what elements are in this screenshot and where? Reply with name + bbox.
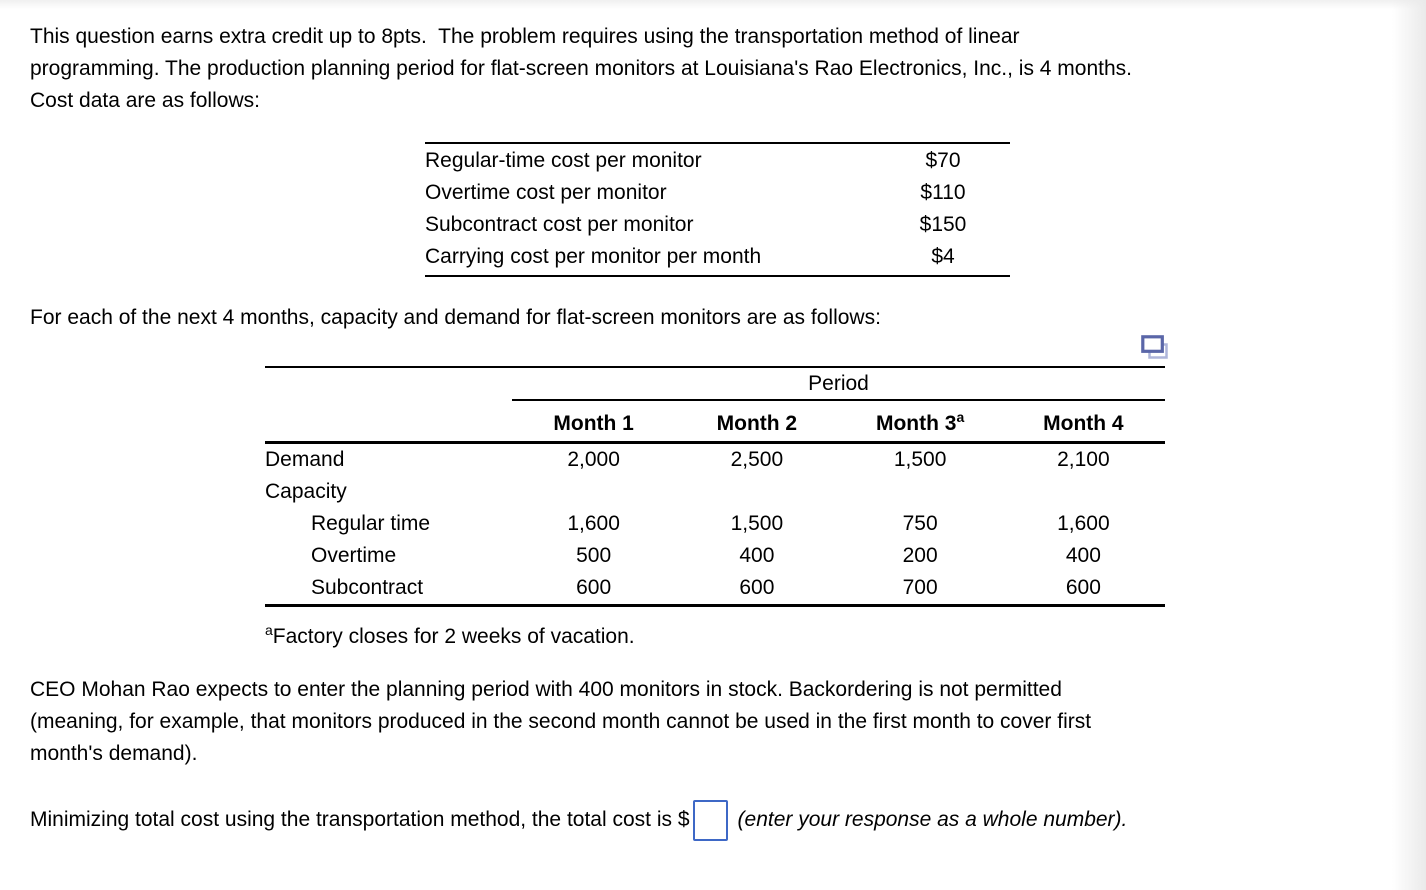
period-table-header-row: Month 1 Month 2 Month 3a Month 4 — [265, 401, 1165, 444]
intro-line: programming. The production planning per… — [30, 57, 1133, 80]
row-label: Subcontract — [311, 576, 424, 599]
cost-label: Regular-time cost per monitor — [425, 149, 702, 172]
cost-label: Subcontract cost per monitor — [425, 213, 694, 236]
footnote-marker: a — [265, 622, 273, 638]
table-row: Subcontract cost per monitor $150 — [425, 209, 1010, 241]
table-row-demand: Demand 2,000 2,500 1,500 2,100 — [265, 444, 1165, 476]
total-cost-input[interactable] — [692, 799, 728, 841]
cost-table: Regular-time cost per monitor $70 Overti… — [425, 142, 1010, 277]
cell-value: 2,100 — [1057, 448, 1110, 471]
cost-label: Overtime cost per monitor — [425, 181, 667, 204]
cell-value: 400 — [1065, 544, 1101, 567]
cell-value: 1,500 — [893, 448, 947, 471]
cell-value: 700 — [902, 576, 938, 599]
column-header-month3: Month 3a — [839, 409, 1002, 441]
table-footnote: aFactory closes for 2 weeks of vacation. — [265, 614, 635, 653]
ceo-line: (meaning, for example, that monitors pro… — [30, 710, 1092, 733]
cost-value: $4 — [931, 245, 955, 268]
table-row-overtime: Overtime 500 400 200 400 — [265, 540, 1165, 572]
cost-value: $110 — [920, 181, 966, 204]
top-edge-shading — [0, 0, 1426, 9]
table-row-regular-time: Regular time 1,600 1,500 750 1,600 — [265, 508, 1165, 540]
column-header-month4: Month 4 — [1002, 409, 1165, 441]
column-header-sup: a — [956, 409, 965, 425]
capacity-intro-line: For each of the next 4 months, capacity … — [30, 306, 881, 329]
ceo-line: CEO Mohan Rao expects to enter the plann… — [30, 678, 1062, 701]
column-header-text: Month 1 — [553, 412, 634, 435]
cell-value: 500 — [576, 544, 612, 567]
table-row: Carrying cost per monitor per month $4 — [425, 241, 1010, 273]
table-row-subcontract: Subcontract 600 600 700 600 — [265, 572, 1165, 604]
cell-value: 600 — [1065, 576, 1101, 599]
row-label: Regular time — [311, 512, 431, 535]
cell-value: 400 — [739, 544, 775, 567]
cell-value: 2,000 — [567, 448, 620, 471]
column-header-month2: Month 2 — [675, 409, 838, 441]
period-table: Period Month 1 Month 2 Month 3a Month 4 … — [265, 366, 1165, 607]
answer-hint-text: (enter your response as a whole number). — [737, 808, 1128, 831]
row-label: Overtime — [311, 544, 397, 567]
cost-value: $70 — [925, 149, 961, 172]
table-row: Regular-time cost per monitor $70 — [425, 145, 1010, 177]
row-label: Demand — [265, 448, 345, 471]
table-row: Overtime cost per monitor $110 — [425, 177, 1010, 209]
answer-line: Minimizing total cost using the transpor… — [30, 797, 1127, 843]
copy-icon[interactable] — [1141, 335, 1169, 361]
cell-value: 600 — [739, 576, 775, 599]
column-header-text: Month 3 — [875, 412, 957, 435]
row-label: Capacity — [265, 480, 347, 503]
ceo-paragraph: CEO Mohan Rao expects to enter the plann… — [30, 674, 1091, 770]
cell-value: 2,500 — [730, 448, 784, 471]
capacity-intro: For each of the next 4 months, capacity … — [30, 302, 881, 334]
column-header-text: Month 2 — [716, 412, 798, 435]
cell-value: 1,600 — [567, 512, 620, 535]
intro-line: Cost data are as follows: — [30, 89, 260, 112]
cell-value: 600 — [576, 576, 612, 599]
ceo-line: month's demand). — [30, 742, 198, 765]
footnote-text: Factory closes for 2 weeks of vacation. — [272, 625, 635, 648]
cell-value: 1,500 — [730, 512, 784, 535]
cost-label: Carrying cost per monitor per month — [425, 245, 762, 268]
table-row-capacity: Capacity — [265, 476, 1165, 508]
column-header-month1: Month 1 — [512, 409, 675, 441]
intro-line: This question earns extra credit up to 8… — [30, 25, 1020, 48]
cell-value: 200 — [902, 544, 938, 567]
answer-prompt-text: Minimizing total cost using the transpor… — [30, 808, 690, 831]
cell-value: 750 — [902, 512, 938, 535]
cell-value: 1,600 — [1057, 512, 1110, 535]
copy-icon-glyph — [1141, 335, 1168, 359]
period-group-header: Period — [512, 368, 1165, 401]
intro-paragraph: This question earns extra credit up to 8… — [30, 21, 1132, 117]
column-header-text: Month 4 — [1043, 412, 1124, 435]
cost-value: $150 — [919, 213, 967, 236]
right-edge-shading — [1392, 0, 1426, 890]
